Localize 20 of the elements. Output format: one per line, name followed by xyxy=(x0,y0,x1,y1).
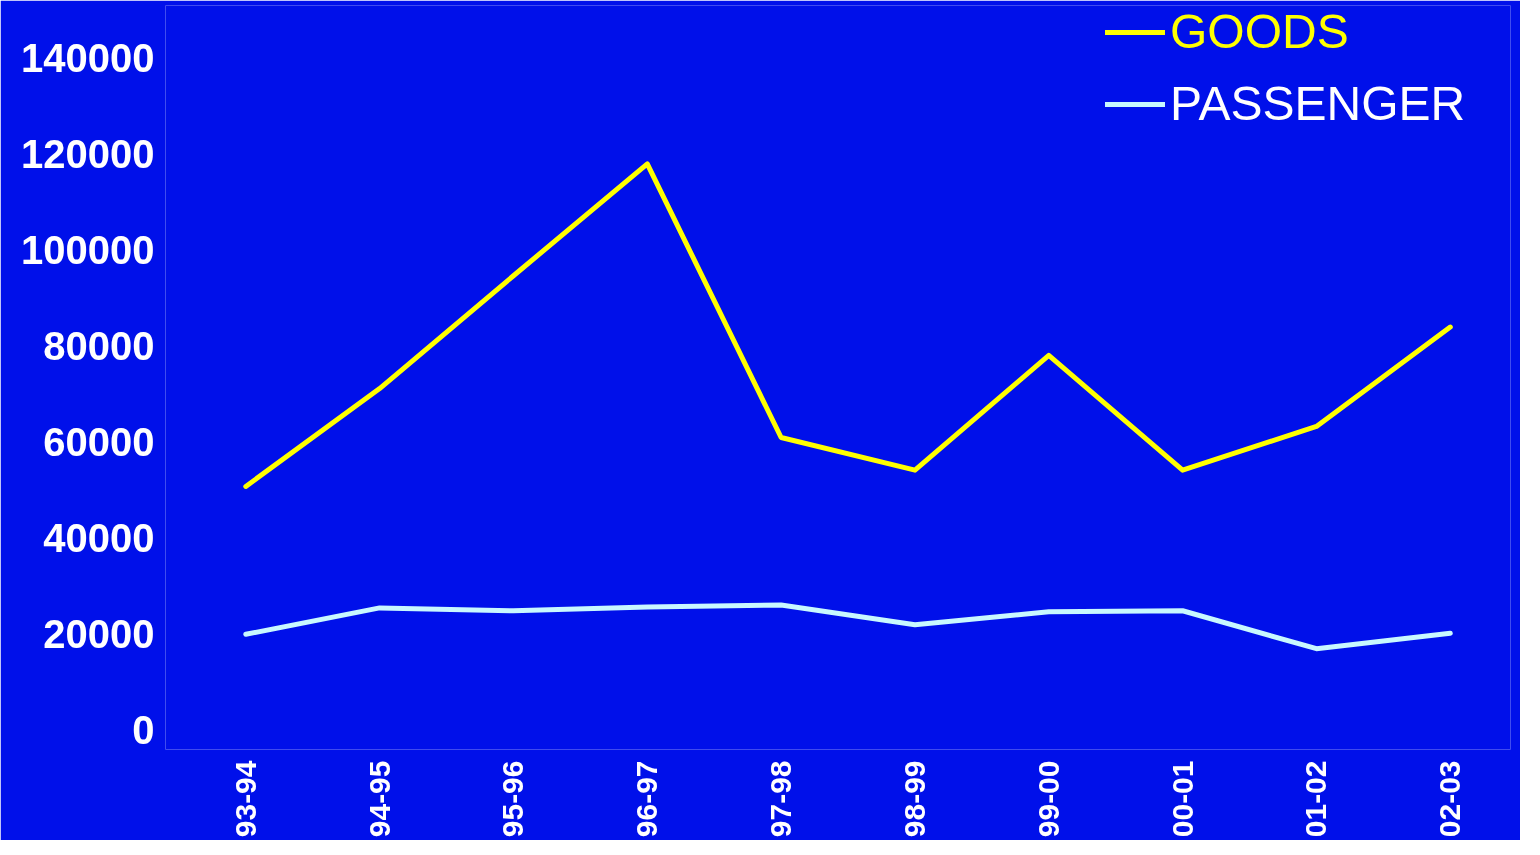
x-tick-label: 01-02 xyxy=(1299,760,1333,838)
y-tick-label: 40000 xyxy=(43,516,155,561)
x-tick-label: 95-96 xyxy=(496,760,530,838)
y-tick-label: 0 xyxy=(132,708,155,753)
x-tick-label: 99-00 xyxy=(1031,760,1065,838)
x-tick-label: 96-97 xyxy=(630,760,664,838)
x-tick-label: 98-99 xyxy=(897,760,931,838)
y-tick-label: 20000 xyxy=(43,612,155,657)
y-tick-label: 60000 xyxy=(43,420,155,465)
x-tick-label: 00-01 xyxy=(1165,760,1199,838)
legend-label: GOODS xyxy=(1170,4,1349,59)
y-tick-label: 140000 xyxy=(21,36,155,81)
x-tick-label: 02-03 xyxy=(1433,760,1467,838)
x-tick-label: 94-95 xyxy=(362,760,396,838)
x-tick-label: 93-94 xyxy=(228,760,262,838)
y-tick-label: 120000 xyxy=(21,132,155,177)
legend-label: PASSENGER xyxy=(1170,76,1466,131)
x-tick-label: 97-98 xyxy=(764,760,798,838)
y-tick-label: 100000 xyxy=(21,228,155,273)
y-tick-label: 80000 xyxy=(43,324,155,369)
